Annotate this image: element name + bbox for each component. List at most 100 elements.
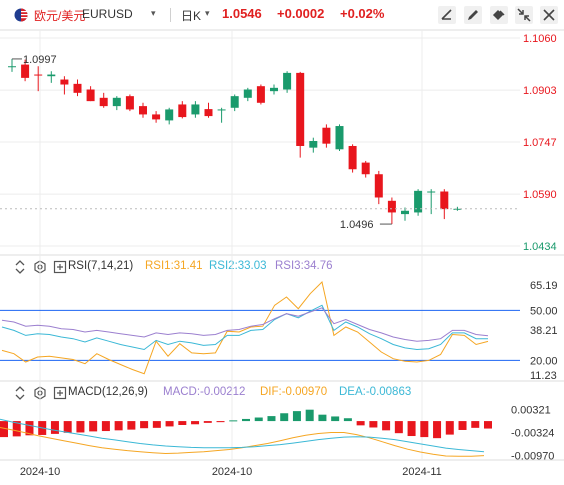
rsi-panel: [0, 281, 520, 375]
candle-body: [60, 79, 69, 85]
axis-labels: 1.1060 1.0903 1.0747 1.0590 1.0434 65.19 50.00…: [20, 33, 558, 478]
rsi-title: RSI(7,14,21): [68, 260, 134, 272]
chevron-down-icon[interactable]: ▾: [151, 8, 156, 18]
low-annotation: 1.0496: [340, 219, 374, 231]
pair-name[interactable]: 欧元/美元: [34, 9, 86, 23]
macd-histogram-bar: [471, 421, 480, 428]
symbol-selector[interactable]: EURUSD: [82, 7, 133, 21]
macd-histogram-bar: [420, 421, 429, 438]
macd-histogram-bar: [445, 421, 454, 435]
macd-histogram-bar: [0, 421, 8, 438]
crosshair-button[interactable]: [489, 5, 509, 25]
price-tick-label: 1.0434: [523, 241, 557, 253]
candle-body: [125, 96, 134, 110]
candle-body: [414, 190, 423, 213]
candle-body: [152, 114, 161, 120]
candle-body: [348, 145, 357, 170]
price-tick-label: 1.0590: [523, 189, 557, 201]
shrink-icon: [515, 6, 533, 24]
macd-histogram-bar: [63, 421, 72, 433]
price-change-percent: +0.02%: [340, 6, 385, 21]
rsi-line-rsi3: [1, 307, 489, 342]
rsi-tick-label: 38.21: [530, 325, 558, 337]
macd-histogram-bar: [382, 421, 391, 431]
macd-settings-gear-icon[interactable]: [33, 386, 47, 400]
rsi2-value: RSI2:33.03: [209, 260, 267, 272]
candle-body: [309, 141, 318, 148]
close-button[interactable]: [539, 5, 559, 25]
macd-histogram-bar: [484, 421, 492, 429]
drawing-button[interactable]: [463, 5, 483, 25]
macd-histogram-bar: [331, 416, 340, 422]
macd-histogram-bar: [369, 421, 378, 428]
candle-body: [453, 208, 462, 210]
period-selector[interactable]: 日K: [181, 9, 202, 23]
candle-body: [256, 86, 265, 103]
collapse-icon[interactable]: [13, 260, 27, 274]
candle-body: [374, 174, 383, 198]
candle-body: [73, 83, 82, 93]
rsi-tick-label: 50.00: [530, 305, 558, 317]
macd-histogram-bar: [280, 413, 289, 422]
candle-body: [204, 109, 213, 117]
macd-value: MACD:-0.00212: [163, 386, 246, 398]
candle-body: [99, 97, 108, 107]
date-tick-label: 2024-10: [20, 466, 60, 478]
price-tick-label: 1.1060: [523, 33, 557, 45]
candle-body: [86, 89, 95, 102]
macd-histogram-bar: [191, 421, 200, 425]
macd-histogram-bar: [433, 421, 442, 439]
macd-histogram-bar: [318, 414, 327, 422]
candle-body: [165, 109, 174, 121]
last-price: 1.0546: [222, 6, 262, 21]
eu-us-flag-icon: [14, 8, 28, 22]
candle-body: [440, 191, 449, 210]
rsi1-value: RSI1:31.41: [145, 260, 203, 272]
macd-histogram-bar: [114, 421, 123, 431]
candle-body: [191, 104, 200, 115]
candle-body: [139, 106, 147, 115]
macd-histogram-bar: [216, 421, 225, 423]
toolbar-divider: [170, 8, 171, 22]
macd-histogram-bar: [178, 421, 187, 425]
candle-body: [335, 126, 344, 150]
macd-histogram-bar: [50, 421, 59, 434]
macd-histogram-bar: [343, 418, 352, 422]
period-chevron-down-icon[interactable]: ▾: [205, 8, 210, 18]
candle-body: [21, 64, 30, 78]
macd-histogram-bar: [203, 421, 212, 423]
macd-histogram-bar: [140, 421, 149, 429]
macd-histogram-bar: [101, 421, 110, 432]
high-annotation: 1.0997: [23, 54, 57, 66]
macd-indicator-toggle-icon[interactable]: [53, 386, 67, 400]
macd-histogram-bar: [89, 421, 98, 432]
macd-histogram-bar: [76, 421, 85, 433]
indicator-toggle-icon[interactable]: [53, 260, 67, 274]
macd-line-dif: [0, 427, 485, 457]
candle-body: [427, 191, 436, 193]
indicator-button[interactable]: [437, 5, 457, 25]
candle-body: [34, 74, 43, 76]
candle-body: [283, 72, 292, 90]
shrink-button[interactable]: [514, 5, 534, 25]
candle-body: [243, 89, 252, 98]
macd-panel: [0, 409, 492, 457]
price-change: +0.0002: [277, 6, 325, 21]
macd-histogram-bar: [292, 411, 301, 422]
macd-tick-label: -0.00970: [511, 451, 554, 463]
rsi-header: RSI(7,14,21) RSI1:31.41 RSI2:33.03 RSI3:…: [0, 258, 564, 276]
macd-histogram-bar: [242, 418, 250, 422]
candle-body: [361, 162, 370, 175]
price-panel: 1.0997 1.0496: [0, 54, 520, 231]
crosshair-icon: [490, 6, 508, 24]
settings-gear-icon[interactable]: [33, 260, 47, 274]
rsi-tick-label: 20.00: [530, 355, 558, 367]
macd-histogram-bar: [229, 420, 238, 422]
rsi-tick-label: 11.23: [530, 370, 557, 382]
chart-toolbar: 欧元/美元 EURUSD ▾ 日K ▾ 1.0546 +0.0002 +0.02…: [0, 0, 564, 30]
macd-line-dea: [0, 418, 485, 453]
macd-collapse-icon[interactable]: [13, 386, 27, 400]
macd-histogram-bar: [356, 421, 365, 426]
macd-title: MACD(12,26,9): [68, 386, 148, 398]
